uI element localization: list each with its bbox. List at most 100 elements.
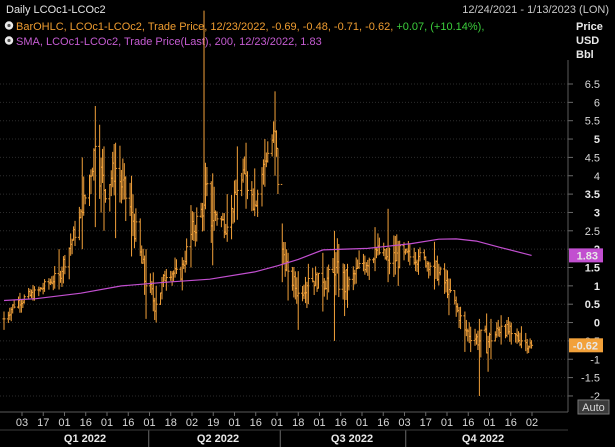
x-tick-label: 17 [420,417,432,429]
last-price-tag-text: -0.62 [573,340,598,352]
ohlc-bar [337,244,341,298]
x-tick-label: 18 [292,417,304,429]
x-tick-label: 01 [271,417,283,429]
ohlc-bar [235,146,239,220]
x-tick-label: 19 [207,417,219,429]
ohlc-bar [53,266,57,289]
ohlc-bar [43,279,47,292]
legend-ohlc-text: BarOHLC, LCOc1-LCOc2, Trade Price, 12/23… [16,21,396,33]
ohlc-bar [195,207,199,242]
ohlc-bar [357,250,361,269]
ohlc-bar [256,189,260,217]
x-axis: 03 17 01 16 01 16 01 18 02 19 01 16 01 18 01 16 01 16 03 17… [0,412,568,447]
date-range: 12/24/2021 - 1/13/2023 (LON) [462,4,609,16]
x-tick-label: 01 [143,417,155,429]
y-tick-label: 0.5 [585,299,600,311]
x-tick-label: 02 [526,417,538,429]
ohlc-bar [164,269,168,291]
ohlc-bar [2,311,6,330]
x-tick-label: 16 [462,417,474,429]
ohlc-bar [418,247,422,262]
x-tick-label: 01 [101,417,113,429]
ohlc-bar [479,329,483,358]
y-axis-heading: Price USD Bbl [576,21,603,61]
y-tick-label: 3 [594,207,600,219]
y-tick-label: -2 [590,391,600,403]
ohlc-bar [367,257,371,280]
ohlc-bar [114,142,118,239]
ohlc-series[interactable] [2,10,534,396]
x-tick-label: 03 [398,417,410,429]
y-tick-label: 6.5 [585,79,600,91]
ohlc-bar [103,188,107,203]
ohlc-bar [276,147,280,195]
y-tick-label: 3.5 [585,189,600,201]
ohlc-bar [489,318,493,360]
quarter-label: Q4 2022 [462,433,504,445]
ohlc-bar [83,194,87,205]
y-axis-heading-line: USD [576,35,599,47]
sma-price-tag: 1.83 [569,248,603,263]
ohlc-bar [377,237,381,255]
ohlc-bar [205,167,209,197]
x-tick-label: 16 [122,417,134,429]
x-tick-label: 01 [356,417,368,429]
x-tick-label: 01 [483,417,495,429]
last-price-tag: -0.62 [569,338,603,353]
ohlc-bar [73,220,77,247]
legend-sma-text: SMA, LCOc1-LCOc2, Trade Price(Last), 200… [16,36,322,48]
y-tick-label: 1 [594,281,600,293]
y-tick-label: 5 [594,134,600,146]
ohlc-bar [296,271,300,330]
ohlc-bar [459,306,463,330]
ohlc-bar [327,264,331,293]
svg-text:BarOHLC, LCOc1-LCOc2, Trade Pr: BarOHLC, LCOc1-LCOc2, Trade Price, 12/23… [16,21,484,33]
y-tick-label: -1 [590,354,600,366]
eye-icon[interactable] [4,36,14,45]
ohlc-bar [509,322,513,345]
ohlc-bar [215,211,219,226]
chart-title: Daily LCOc1-LCOc2 [6,4,106,16]
x-tick-label: 16 [377,417,389,429]
ohlc-bar [266,141,270,163]
y-tick-label: 5.5 [585,116,600,128]
x-tick-label: 03 [16,417,28,429]
ohlc-bar [347,276,351,291]
ohlc-bar [93,106,97,228]
sma-price-tag-text: 1.83 [577,250,598,262]
legend-row-ohlc[interactable]: BarOHLC, LCOc1-LCOc2, Trade Price, 12/23… [4,21,485,33]
y-axis-heading-line: Bbl [576,49,594,61]
eye-icon[interactable] [4,21,14,30]
ohlc-bar [154,285,158,323]
ohlc-bar [245,171,249,200]
x-tick-label: 18 [165,417,177,429]
ohlc-bar [12,299,16,309]
price-tags: 1.83 -0.62 [569,248,603,353]
ohlc-bar [499,315,503,345]
ohlc-bar [438,266,442,276]
ohlc-bar [519,326,523,349]
x-tick-label: 16 [250,417,262,429]
x-tick-label: 02 [186,417,198,429]
ohlc-bar [134,208,138,242]
x-tick-label: 16 [335,417,347,429]
y-tick-label: 4 [594,171,600,183]
x-tick-label: 01 [441,417,453,429]
ohlc-bar [185,238,189,265]
legend-row-sma[interactable]: SMA, LCOc1-LCOc2, Trade Price(Last), 200… [4,36,322,48]
y-tick-label: 6 [594,97,600,109]
ohlc-bar [408,244,412,266]
ohlc-bar [286,252,290,301]
ohlc-bar [225,194,229,242]
sma-line[interactable] [3,238,532,302]
quarter-label: Q1 2022 [64,433,106,445]
auto-scale-button[interactable]: Auto [577,399,610,415]
ohlc-bar [306,263,310,305]
plot-area[interactable] [2,10,534,396]
legend-ohlc-change: +0.07, (+10.14%), [396,21,484,33]
ohlc-bar [428,262,432,276]
y-axis-heading-line: Price [576,21,603,33]
y-tick-label: 0 [594,318,600,330]
